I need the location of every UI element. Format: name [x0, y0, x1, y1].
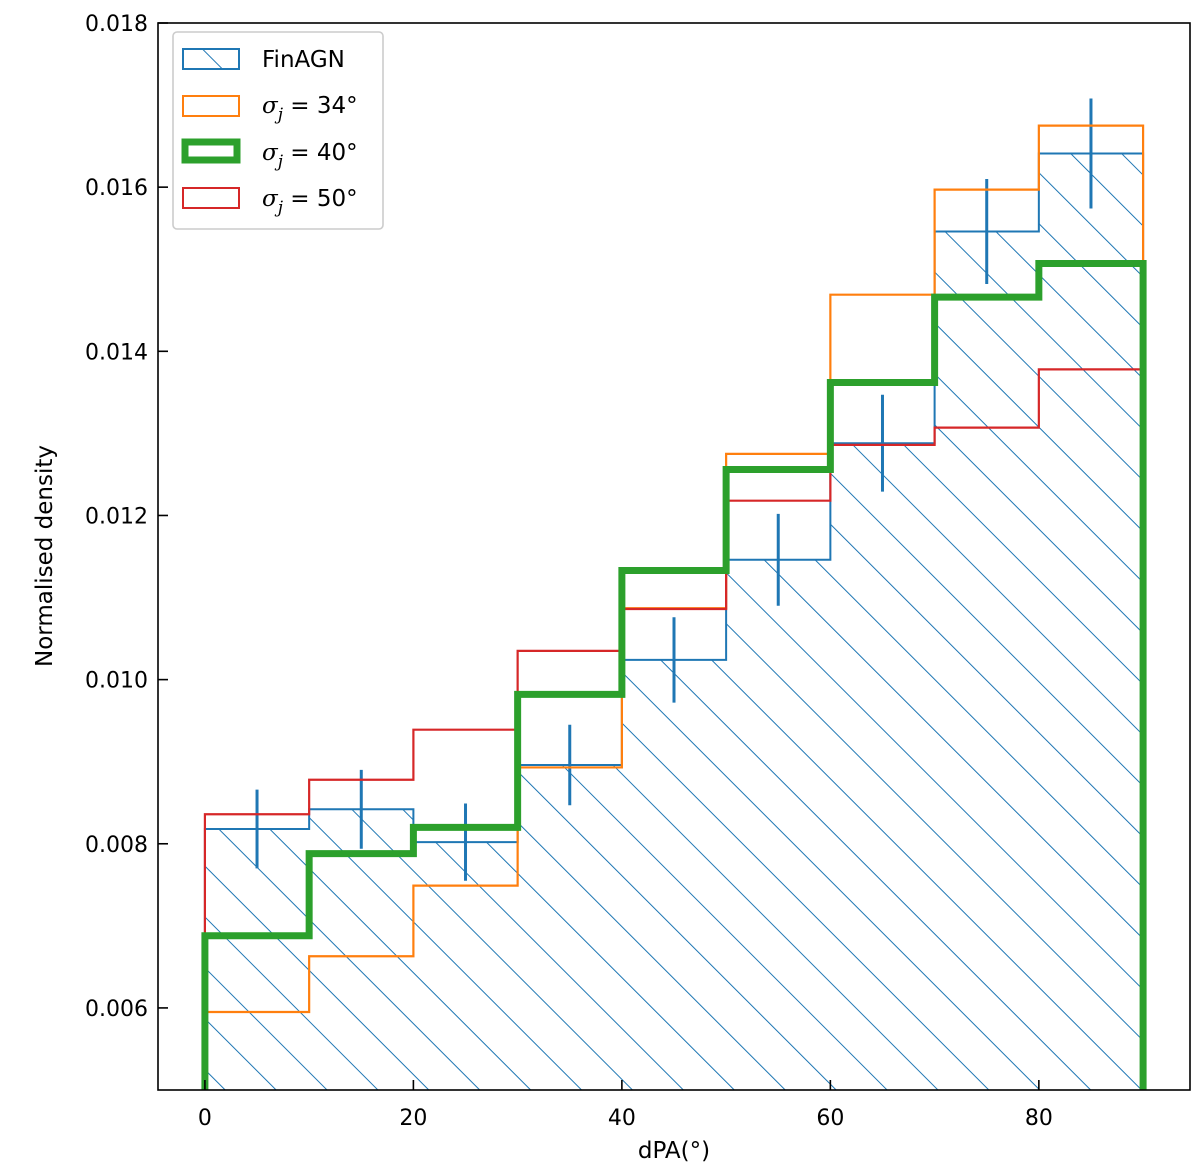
x-axis-ticks: 0 20 40 60 80 [198, 1080, 1053, 1131]
y-tick-label: 0.014 [85, 340, 148, 365]
legend-frame [172, 31, 384, 230]
y-tick-label: 0.018 [85, 12, 148, 37]
x-tick-label: 40 [608, 1106, 636, 1131]
x-tick-label: 80 [1025, 1106, 1053, 1131]
legend-swatch-sigma-34 [182, 95, 240, 117]
legend-label-sigma-34: σj = 34° [262, 93, 358, 125]
sigma-40-step [201, 259, 1147, 1090]
y-tick-label: 0.010 [85, 669, 148, 694]
finagn-hatched-bars [204, 153, 1144, 1090]
y-tick-label: 0.016 [85, 176, 148, 201]
finagn-error-bars [255, 98, 1093, 881]
x-tick-label: 20 [399, 1106, 427, 1131]
x-tick-label: 0 [198, 1106, 212, 1131]
legend-swatch-sigma-50 [182, 187, 240, 209]
y-tick-label: 0.008 [85, 833, 148, 858]
y-tick-label: 0.006 [85, 997, 148, 1022]
plot-area [201, 98, 1147, 1090]
legend-label-sigma-50: σj = 50° [262, 186, 358, 218]
legend: FinAGN σj = 34° σj = 40° σj = 50° [172, 31, 384, 230]
y-axis-ticks: 0.006 0.008 0.010 0.012 0.014 0.016 0.018 [85, 12, 168, 1022]
x-tick-label: 60 [816, 1106, 844, 1131]
legend-swatch-finagn [182, 48, 240, 70]
y-tick-label: 0.012 [85, 504, 148, 529]
legend-swatch-sigma-40 [181, 138, 241, 164]
y-axis-label: Normalised density [32, 445, 58, 667]
x-axis-label: dPA(°) [638, 1138, 710, 1164]
plot-frame [157, 22, 1191, 1091]
legend-label-sigma-40: σj = 40° [262, 140, 358, 172]
legend-label-finagn: FinAGN [262, 47, 345, 73]
sigma-50-step [203, 368, 1145, 1090]
